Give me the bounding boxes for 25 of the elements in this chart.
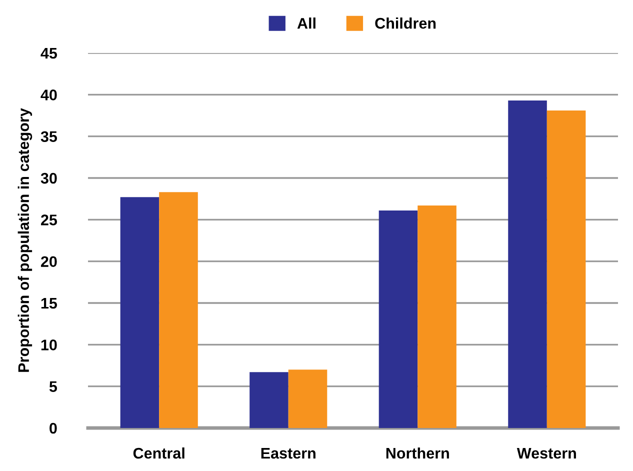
x-tick-label: Northern bbox=[386, 447, 449, 459]
bar bbox=[288, 370, 328, 428]
y-tick-label: 20 bbox=[40, 256, 57, 268]
legend-label: All bbox=[297, 18, 316, 29]
y-tick-label: 25 bbox=[40, 214, 58, 226]
y-tick-label: 35 bbox=[40, 131, 58, 142]
x-tick-label: Western bbox=[516, 448, 576, 459]
y-axis-title: Proportion of population in category bbox=[18, 108, 32, 372]
bar bbox=[418, 206, 456, 428]
bar bbox=[378, 210, 418, 428]
bar bbox=[508, 100, 547, 428]
bar bbox=[120, 197, 160, 428]
bar bbox=[546, 110, 586, 428]
y-tick-label: 0 bbox=[50, 422, 57, 434]
x-tick-label: Eastern bbox=[261, 448, 316, 459]
y-tick-label: 10 bbox=[41, 340, 57, 350]
bar bbox=[250, 372, 288, 428]
y-tick-label: 30 bbox=[40, 172, 57, 184]
legend-label: Children bbox=[375, 18, 436, 29]
x-tick-label: Central bbox=[133, 447, 184, 459]
bar bbox=[159, 192, 198, 428]
y-tick-label: 15 bbox=[41, 298, 58, 309]
y-tick-label: 45 bbox=[40, 48, 58, 59]
y-tick-label: 40 bbox=[40, 90, 57, 100]
y-tick-label: 5 bbox=[49, 381, 58, 392]
